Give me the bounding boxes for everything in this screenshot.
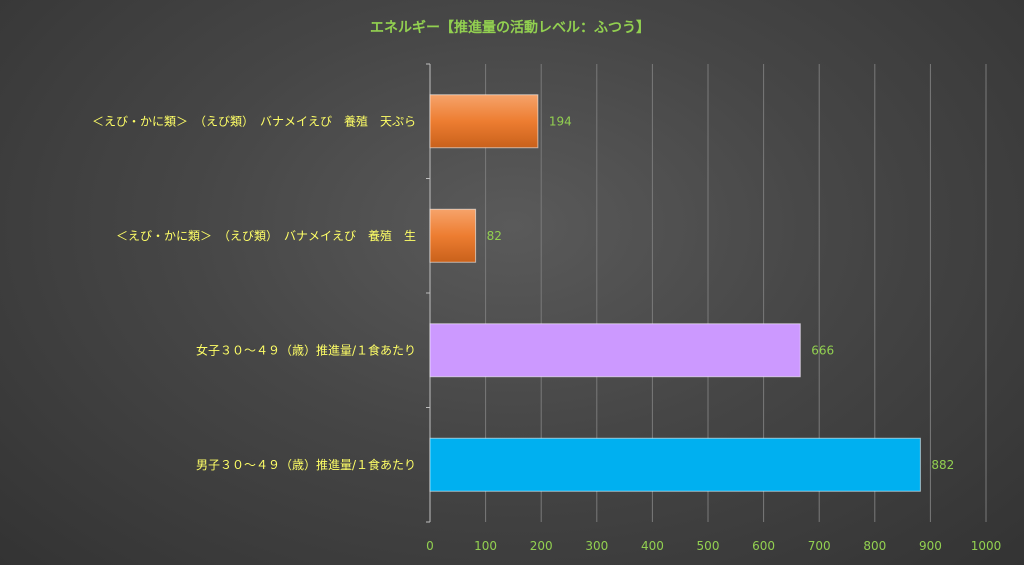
x-tick-label: 600 xyxy=(752,539,775,553)
x-tick-label: 1000 xyxy=(971,539,1002,553)
data-label: 666 xyxy=(811,343,834,357)
value-tick-labels: 0 100 200 300 400 500 600 700 800 900 1000 xyxy=(426,539,1001,553)
x-tick-label: 500 xyxy=(697,539,720,553)
x-tick-label: 300 xyxy=(585,539,608,553)
x-tick-label: 200 xyxy=(530,539,553,553)
category-label: ＜えび・かに類＞ （えび類） バナメイえび 養殖 天ぷら xyxy=(92,113,416,128)
gridlines xyxy=(485,64,987,522)
x-tick-label: 400 xyxy=(641,539,664,553)
bar xyxy=(429,208,477,263)
category-label: 男子３０～４９（歳）推進量/１食あたり xyxy=(196,457,416,472)
data-labels: 194 82 666 882 xyxy=(487,114,955,472)
category-labels: ＜えび・かに類＞ （えび類） バナメイえび 養殖 天ぷら ＜えび・かに類＞ （えび… xyxy=(92,113,416,472)
chart-title: エネルギー【推進量の活動レベル：ふつう】 xyxy=(370,19,650,36)
data-label: 82 xyxy=(487,229,502,243)
bar xyxy=(429,323,801,378)
bars xyxy=(429,94,921,492)
x-tick-label: 800 xyxy=(863,539,886,553)
category-label: ＜えび・かに類＞ （えび類） バナメイえび 養殖 生 xyxy=(116,228,416,243)
x-tick-label: 700 xyxy=(808,539,831,553)
x-tick-label: 100 xyxy=(474,539,497,553)
data-label: 194 xyxy=(549,114,572,128)
category-axis xyxy=(426,63,431,523)
x-tick-label: 900 xyxy=(919,539,942,553)
bar xyxy=(429,94,539,149)
category-label: 女子３０～４９（歳）推進量/１食あたり xyxy=(196,342,416,357)
x-tick-label: 0 xyxy=(426,539,434,553)
bar xyxy=(429,437,921,492)
data-label: 882 xyxy=(931,458,954,472)
